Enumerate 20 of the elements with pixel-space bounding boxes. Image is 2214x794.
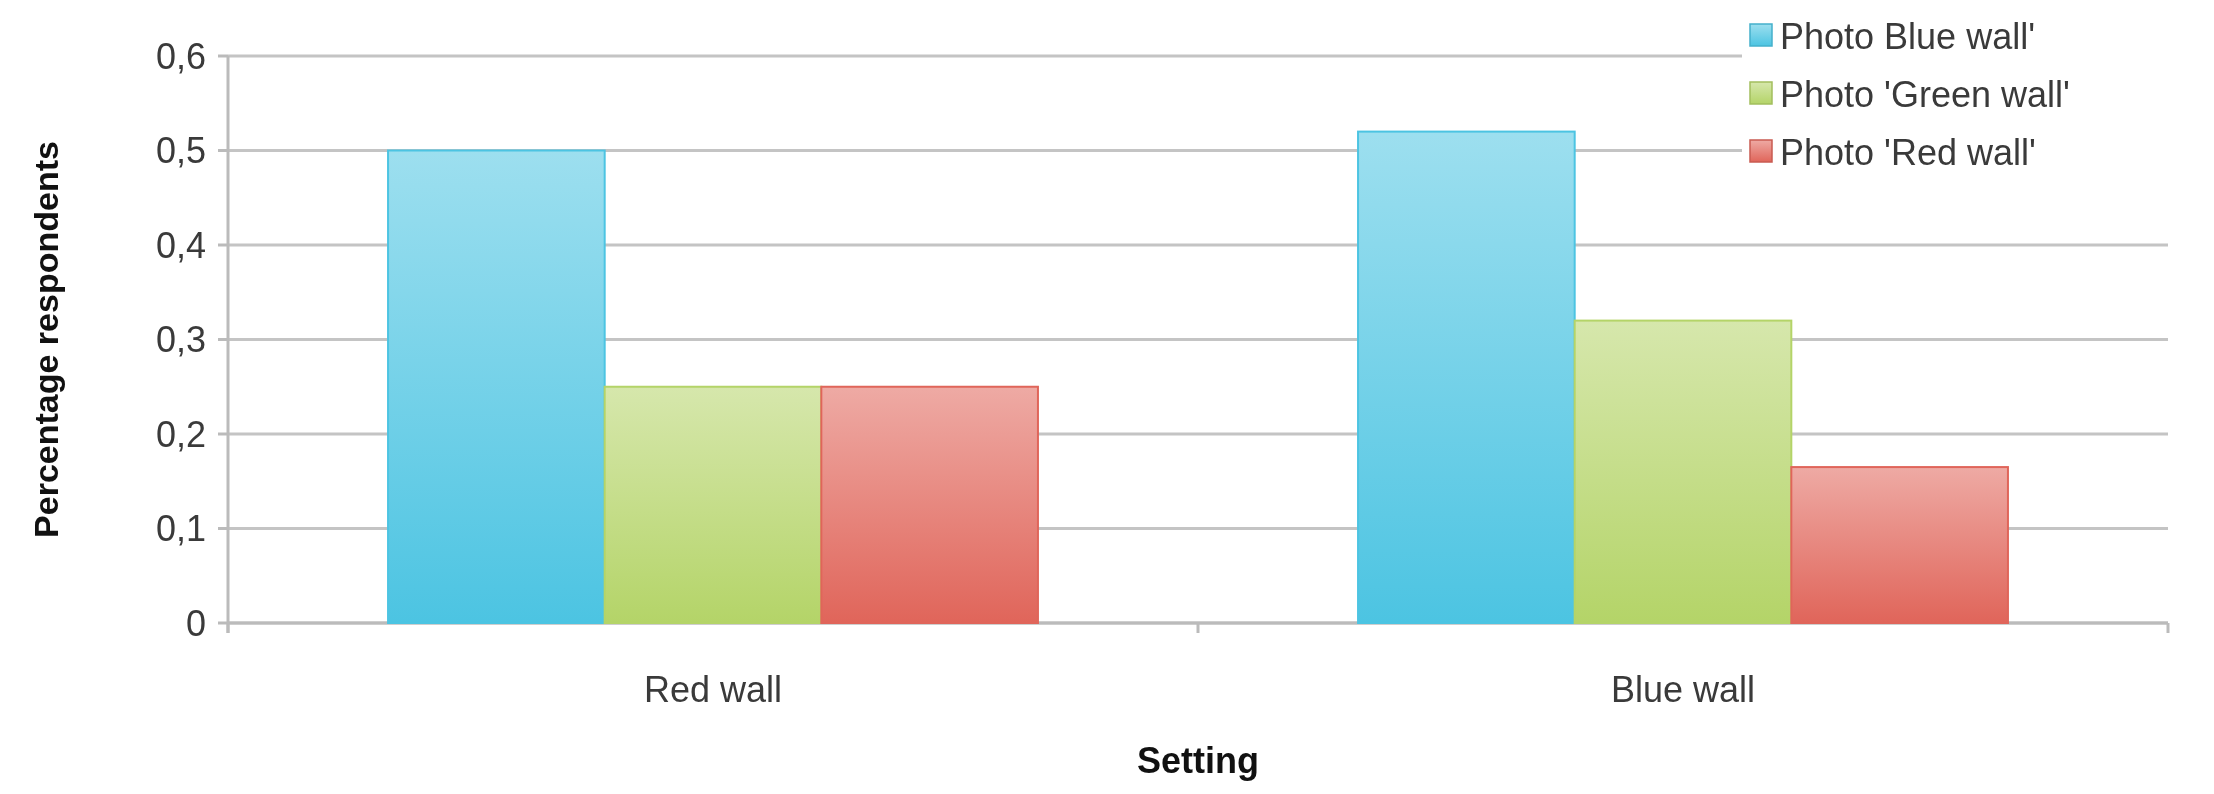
y-tick-label: 0,1	[155, 508, 206, 550]
bar	[1790, 466, 2009, 624]
y-tick-label: 0,4	[155, 224, 206, 266]
bar	[603, 385, 823, 624]
x-tick-label: Blue wall	[1610, 669, 1756, 710]
y-tick-label: 0,5	[155, 130, 206, 172]
legend-label: Photo 'Red wall'	[1780, 131, 2036, 173]
x-tick-label: Red wall	[643, 669, 783, 710]
y-tick-label: 0,6	[155, 35, 206, 77]
y-tick-label: 0	[185, 602, 206, 644]
bar	[820, 385, 1039, 624]
bar	[1573, 319, 1793, 624]
x-axis-title: Setting	[1137, 740, 1259, 781]
bar	[1357, 130, 1576, 624]
legend-label: Photo Blue wall'	[1780, 15, 2036, 57]
legend-label: Photo 'Green wall'	[1780, 73, 2070, 115]
bar	[387, 149, 606, 624]
y-tick-label: 0,3	[155, 319, 206, 361]
y-tick-label: 0,2	[155, 413, 206, 455]
y-axis-title: Percentage respondents	[27, 141, 65, 538]
